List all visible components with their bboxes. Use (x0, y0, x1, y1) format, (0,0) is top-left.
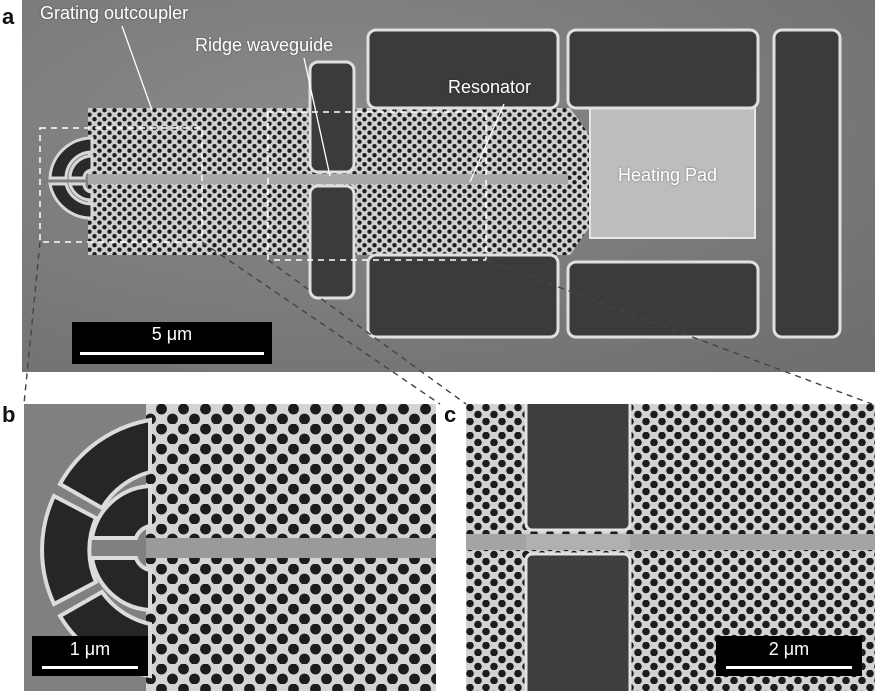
label-ridge-waveguide: Ridge waveguide (195, 35, 334, 55)
scalebar-a-line (80, 352, 264, 355)
label-grating-outcoupler: Grating outcoupler (40, 3, 189, 23)
scalebar-a-label: 5 μm (151, 324, 193, 344)
label-heating-pad: Heating Pad (618, 165, 718, 185)
panel-b-micrograph: 1 μm (24, 404, 436, 691)
panel-a-micrograph: Grating outcoupler Ridge waveguide Reson… (22, 0, 875, 372)
grating-outcoupler-arcs (48, 136, 94, 220)
panel-letter-a: a (2, 4, 15, 29)
panel-letter-c: c (444, 402, 457, 427)
scalebar-c: 2 μm (716, 636, 862, 676)
waveguide-b (146, 538, 436, 558)
scalebar-b-line (42, 666, 138, 669)
scalebar-c-label: 2 μm (768, 639, 810, 659)
trenches (308, 28, 842, 339)
ridge-waveguide-bridge (526, 534, 630, 550)
panel-letter-b: b (2, 402, 16, 427)
trenches-c (524, 404, 632, 691)
scalebar-a: 5 μm (72, 322, 272, 364)
panel-c-micrograph: 2 μm (466, 404, 875, 691)
annotation-leaders (121, 25, 505, 183)
label-resonator: Resonator (448, 77, 532, 97)
scalebar-b-label: 1 μm (69, 639, 111, 659)
scalebar-c-line (726, 666, 852, 669)
grating-arcs-b (40, 417, 152, 679)
zoom-boxes (39, 111, 487, 261)
scalebar-b: 1 μm (32, 636, 148, 676)
waveguide-line (88, 174, 568, 184)
micrograph-a-image (22, 0, 875, 372)
